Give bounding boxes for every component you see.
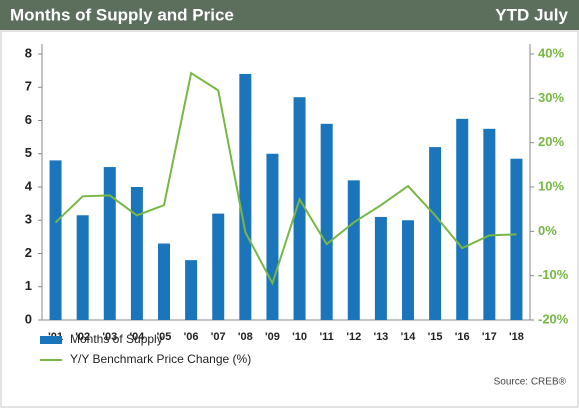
chart-period: YTD July bbox=[495, 5, 568, 24]
y-tick-label: 1 bbox=[25, 278, 32, 293]
bar bbox=[212, 213, 225, 320]
bar bbox=[320, 123, 333, 320]
bar bbox=[293, 97, 306, 320]
y2-tick-label: 30% bbox=[538, 90, 564, 105]
x-tick-label: '15 bbox=[428, 331, 443, 343]
y-tick-label: 7 bbox=[25, 79, 32, 94]
x-tick-label: '07 bbox=[211, 331, 226, 343]
x-tick-label: '14 bbox=[401, 331, 417, 343]
y-tick-label: 4 bbox=[25, 178, 33, 193]
bar bbox=[510, 158, 523, 320]
x-tick-label: '13 bbox=[373, 331, 388, 343]
y2-tick-label: -20% bbox=[538, 311, 569, 326]
x-tick-label: '03 bbox=[102, 331, 117, 343]
legend-label: Months of Supply bbox=[70, 332, 163, 346]
source: Source: CREB® bbox=[494, 377, 567, 388]
y2-tick-label: 40% bbox=[538, 45, 564, 60]
x-tick-label: '16 bbox=[455, 331, 470, 343]
x-tick-label: '17 bbox=[482, 331, 497, 343]
y2-tick-label: 20% bbox=[538, 134, 564, 149]
x-tick-label: '06 bbox=[184, 331, 199, 343]
bar bbox=[456, 118, 469, 321]
y-tick-label: 5 bbox=[25, 145, 32, 160]
bar bbox=[429, 147, 442, 320]
bar bbox=[158, 243, 170, 320]
line bbox=[54, 71, 517, 286]
y-tick-label: 8 bbox=[25, 45, 32, 60]
x-tick-label: '04 bbox=[129, 331, 145, 343]
y2-tick-label: 0% bbox=[538, 223, 557, 238]
x-tick-label: '05 bbox=[157, 331, 172, 343]
bar bbox=[483, 128, 496, 320]
frame bbox=[0, 30, 579, 408]
y2-tick-label: 10% bbox=[538, 178, 564, 193]
bar bbox=[239, 73, 252, 320]
x-tick-label: '02 bbox=[75, 331, 90, 343]
bar bbox=[76, 215, 89, 320]
x-tick-label: '08 bbox=[238, 331, 253, 343]
legend-label: Y/Y Benchmark Price Change (%) bbox=[70, 352, 251, 366]
bar bbox=[130, 187, 143, 320]
x-tick-label: '09 bbox=[265, 331, 280, 343]
bar bbox=[374, 216, 387, 320]
y-tick-label: 0 bbox=[25, 311, 32, 326]
bar bbox=[185, 260, 198, 320]
y2-tick-label: -10% bbox=[538, 267, 569, 282]
bar bbox=[266, 153, 279, 320]
bar bbox=[347, 180, 360, 320]
legend-swatch bbox=[40, 336, 62, 344]
x-tick-label: '12 bbox=[346, 331, 361, 343]
y-tick-label: 3 bbox=[25, 212, 32, 227]
y-tick-label: 6 bbox=[25, 112, 32, 127]
chart-title: Months of Supply and Price bbox=[10, 5, 234, 24]
x-tick-label: '18 bbox=[509, 331, 524, 343]
x-tick-label: '11 bbox=[320, 331, 334, 343]
x-tick-label: '10 bbox=[292, 331, 307, 343]
header-bar bbox=[0, 0, 579, 30]
bar bbox=[402, 220, 414, 320]
bar bbox=[49, 160, 62, 320]
bar bbox=[103, 167, 116, 320]
y-tick-label: 2 bbox=[25, 245, 32, 260]
